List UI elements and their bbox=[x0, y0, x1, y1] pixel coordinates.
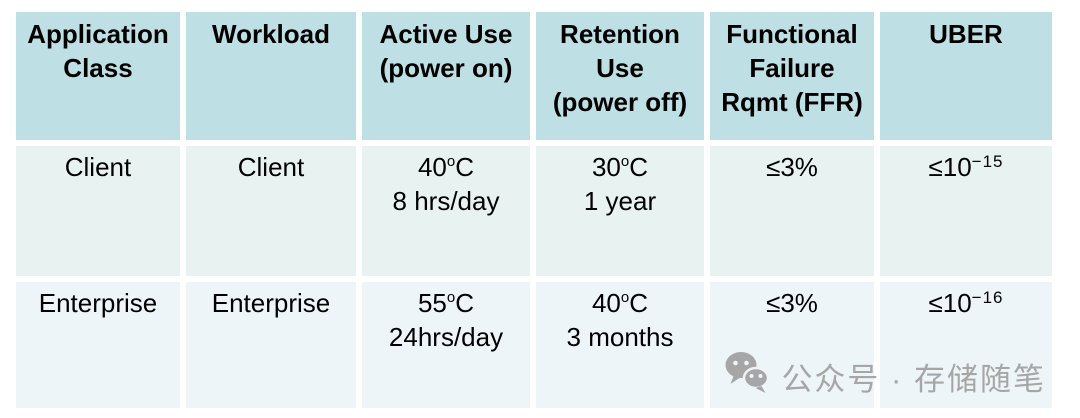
cell-row1-uber: ≤10−15 bbox=[880, 146, 1052, 276]
active-use-temperature: 55oC bbox=[417, 288, 475, 318]
retention-duration: 1 year bbox=[583, 186, 657, 216]
cell-row1-application-class: Client bbox=[16, 146, 180, 276]
uber-exponent: −15 bbox=[971, 152, 1004, 171]
cell-row2-retention-use: 40oC 3 months bbox=[536, 282, 704, 408]
active-use-duration: 24hrs/day bbox=[388, 322, 504, 352]
retention-duration: 3 months bbox=[566, 322, 674, 352]
degree-symbol: o bbox=[620, 289, 630, 306]
active-use-temperature: 40oC bbox=[417, 152, 475, 182]
cell-row2-workload: Enterprise bbox=[186, 282, 356, 408]
cell-row2-uber: ≤10−16 bbox=[880, 282, 1052, 408]
cell-row1-retention-use: 30oC 1 year bbox=[536, 146, 704, 276]
watermark: 公众号 · 存储随笔 bbox=[723, 350, 1046, 402]
watermark-text: 公众号 · 存储随笔 bbox=[781, 361, 1046, 397]
header-cell-active-use: Active Use (power on) bbox=[362, 12, 530, 140]
header-cell-uber: UBER bbox=[880, 12, 1052, 140]
uber-exponent: −16 bbox=[971, 288, 1004, 307]
cell-row1-ffr: ≤3% bbox=[710, 146, 874, 276]
cell-row2-application-class: Enterprise bbox=[16, 282, 180, 408]
header-cell-ffr: Functional Failure Rqmt (FFR) bbox=[710, 12, 874, 140]
wechat-icon bbox=[723, 350, 771, 402]
header-cell-application-class: Application Class bbox=[16, 12, 180, 140]
header-cell-retention-use: Retention Use (power off) bbox=[536, 12, 704, 140]
retention-temperature: 40oC bbox=[591, 288, 649, 318]
active-use-duration: 8 hrs/day bbox=[392, 186, 500, 216]
ssd-application-class-table: Application Class Workload Active Use (p… bbox=[16, 12, 1052, 408]
cell-row1-workload: Client bbox=[186, 146, 356, 276]
header-cell-workload: Workload bbox=[186, 12, 356, 140]
cell-row1-active-use: 40oC 8 hrs/day bbox=[362, 146, 530, 276]
cell-row2-ffr: ≤3% bbox=[710, 282, 874, 408]
degree-symbol: o bbox=[446, 153, 456, 170]
degree-symbol: o bbox=[620, 153, 630, 170]
retention-temperature: 30oC bbox=[591, 152, 649, 182]
degree-symbol: o bbox=[446, 289, 456, 306]
cell-row2-active-use: 55oC 24hrs/day bbox=[362, 282, 530, 408]
